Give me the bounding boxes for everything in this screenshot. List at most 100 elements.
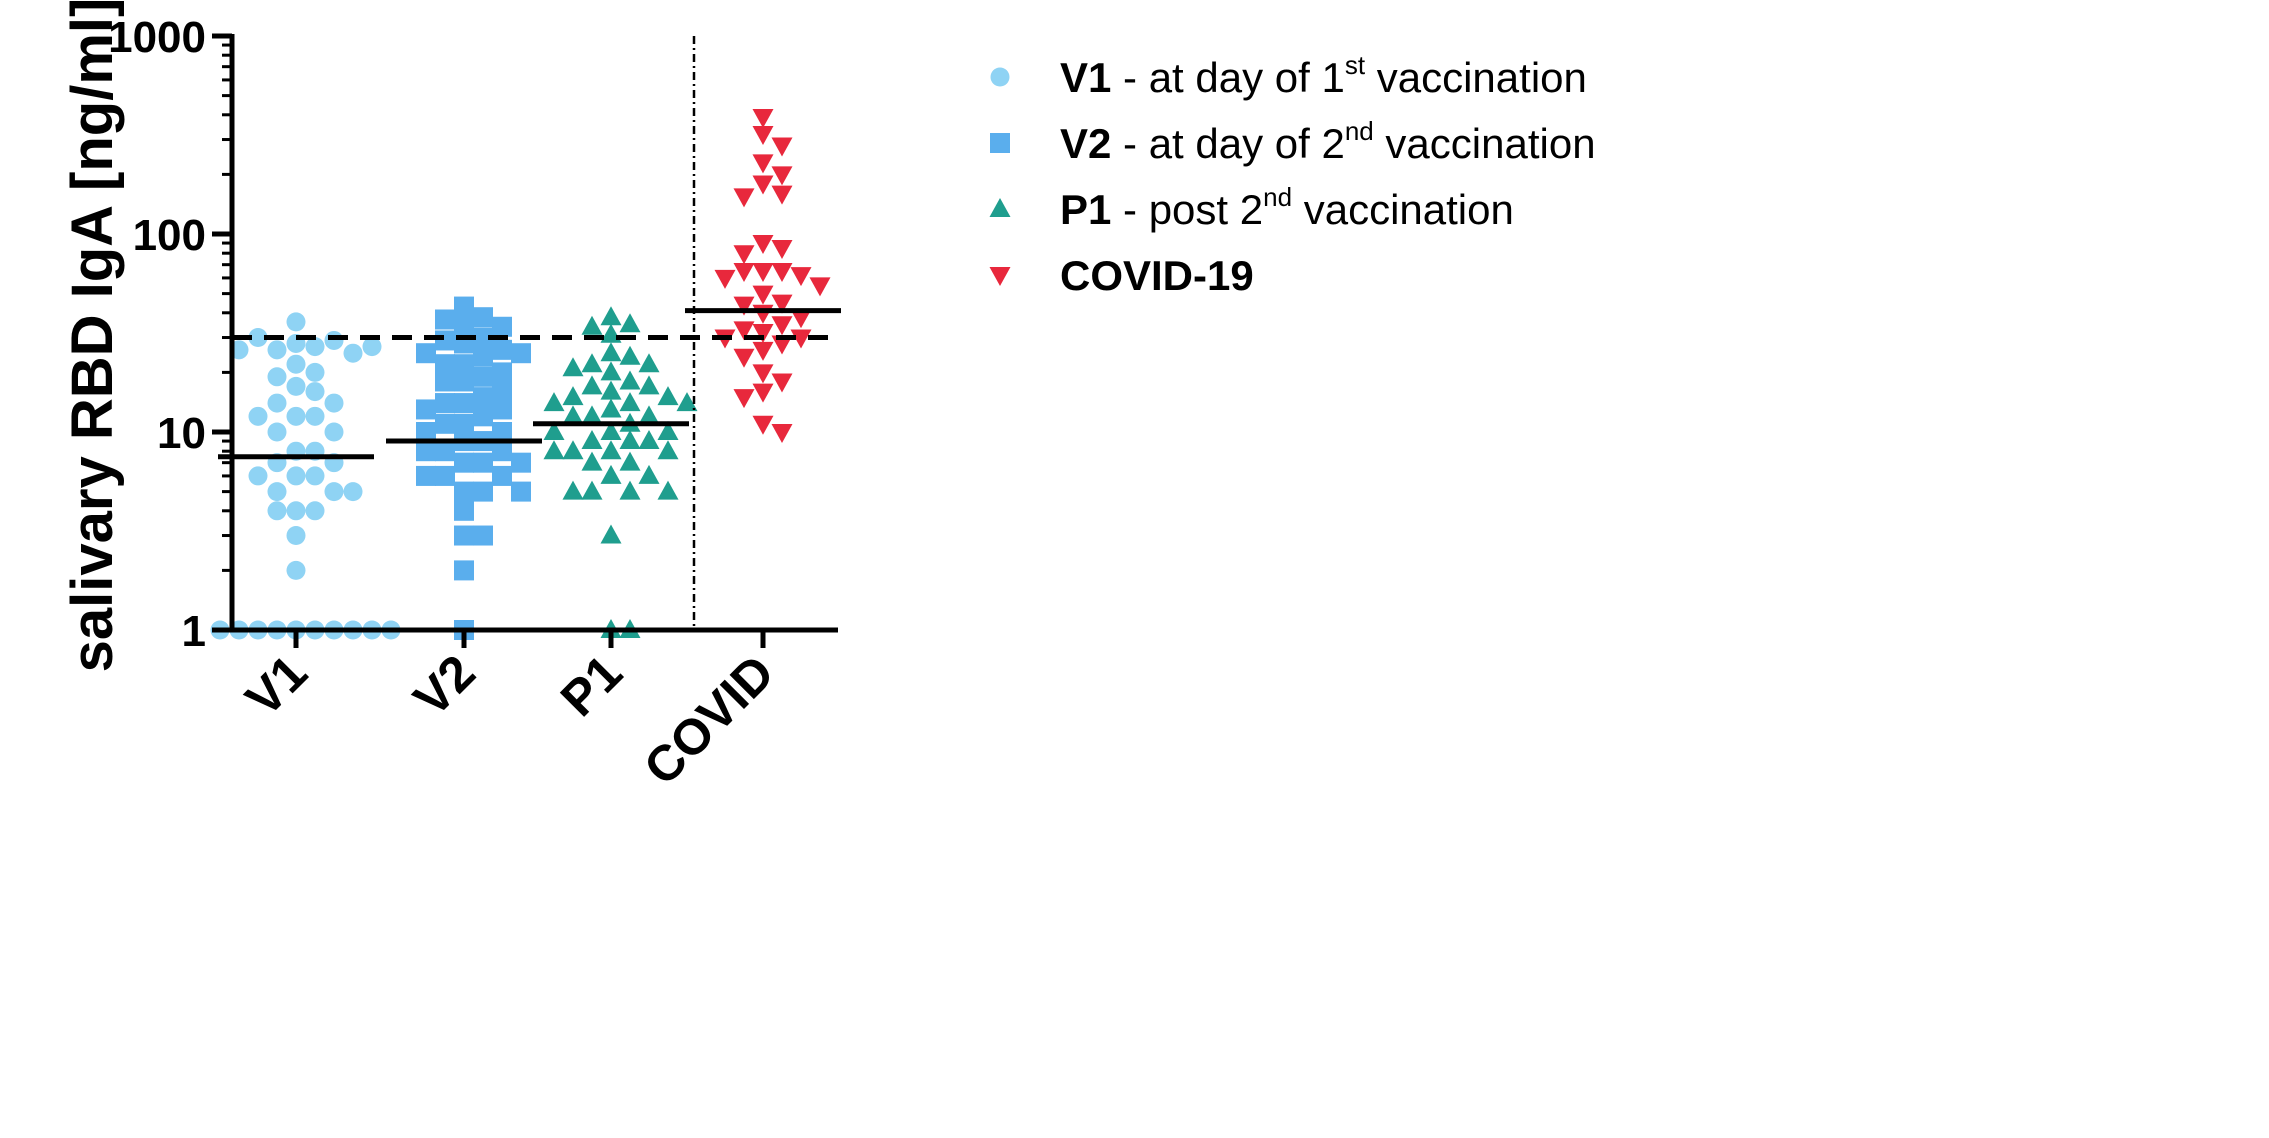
- data-point-v2: [454, 560, 474, 581]
- legend-item: P1 - post 2nd vaccination: [989, 182, 1514, 233]
- x-tick-label-covid: COVID: [633, 644, 785, 796]
- data-point-v2: [435, 330, 455, 351]
- data-point-covid: [790, 267, 812, 287]
- data-point-v1: [305, 466, 325, 486]
- data-point-p1: [543, 392, 565, 412]
- data-point-v2: [492, 381, 512, 402]
- data-point-v1: [286, 501, 306, 521]
- data-point-p1: [657, 386, 679, 406]
- data-point-p1: [600, 464, 622, 484]
- legend-marker-triangle-up: [989, 198, 1011, 217]
- data-point-v2: [435, 309, 455, 330]
- data-point-v1: [267, 393, 287, 413]
- data-point-v2: [416, 399, 436, 420]
- data-point-v1: [267, 482, 287, 502]
- data-point-p1: [638, 430, 660, 450]
- data-point-p1: [600, 361, 622, 381]
- data-point-v1: [305, 406, 325, 426]
- data-point-covid: [752, 175, 774, 195]
- data-point-covid: [752, 415, 774, 435]
- data-point-v1: [248, 406, 268, 426]
- data-point-covid: [733, 245, 755, 265]
- data-point-v2: [435, 441, 455, 462]
- y-tick-label: 100: [133, 211, 206, 260]
- data-point-covid: [714, 269, 736, 289]
- data-point-p1: [600, 306, 622, 326]
- data-point-p1: [657, 480, 679, 500]
- data-point-v2: [492, 465, 512, 486]
- data-point-covid: [752, 304, 774, 324]
- legend-item: V1 - at day of 1st vaccination: [990, 50, 1587, 101]
- legend-item: COVID-19: [989, 252, 1254, 299]
- data-point-covid: [733, 348, 755, 368]
- data-point-v2: [435, 393, 455, 414]
- data-point-v1: [362, 337, 382, 357]
- data-point-v2: [435, 465, 455, 486]
- data-point-v2: [473, 525, 493, 546]
- data-point-v2: [511, 452, 531, 473]
- data-point-v1: [343, 343, 363, 363]
- legend-label: V2 - at day of 2nd vaccination: [1060, 116, 1596, 167]
- legend-marker-triangle-down: [989, 267, 1011, 286]
- data-point-p1: [619, 313, 641, 333]
- legend-marker-circle: [990, 67, 1010, 87]
- data-point-v1: [267, 340, 287, 360]
- data-point-v2: [473, 481, 493, 502]
- data-point-v2: [416, 343, 436, 364]
- y-tick-label: 10: [157, 409, 206, 458]
- data-point-v1: [286, 354, 306, 374]
- data-point-p1: [581, 405, 603, 425]
- data-point-v2: [511, 481, 531, 502]
- data-point-v2: [435, 371, 455, 392]
- data-point-v2: [416, 441, 436, 462]
- data-point-covid: [771, 373, 793, 393]
- data-point-p1: [638, 353, 660, 373]
- data-point-covid: [752, 235, 774, 255]
- legend: V1 - at day of 1st vaccination V2 - at da…: [989, 50, 1596, 299]
- legend-label: COVID-19: [1060, 252, 1254, 299]
- data-point-p1: [562, 440, 584, 460]
- data-point-v2: [454, 500, 474, 521]
- data-point-v1: [324, 330, 344, 350]
- data-point-v2: [473, 327, 493, 348]
- data-point-p1: [581, 353, 603, 373]
- data-point-covid: [790, 329, 812, 349]
- y-tick-label: 1000: [108, 13, 206, 62]
- data-point-covid: [752, 125, 774, 145]
- data-point-v1: [305, 382, 325, 402]
- data-point-covid: [752, 263, 774, 283]
- data-point-v2: [492, 316, 512, 337]
- data-point-v2: [454, 481, 474, 502]
- data-point-v2: [454, 296, 474, 317]
- data-point-v2: [454, 413, 474, 434]
- data-point-v2: [511, 343, 531, 364]
- data-point-v2: [492, 399, 512, 420]
- data-point-p1: [619, 480, 641, 500]
- data-point-v1: [343, 482, 363, 502]
- data-point-v1: [286, 406, 306, 426]
- data-point-covid: [733, 188, 755, 208]
- plot-area: [210, 36, 841, 640]
- data-point-v1: [324, 482, 344, 502]
- data-point-v1: [324, 393, 344, 413]
- data-point-v2: [416, 465, 436, 486]
- data-point-p1: [619, 370, 641, 390]
- data-point-v2: [454, 371, 474, 392]
- data-point-v1: [286, 312, 306, 332]
- data-point-covid: [771, 239, 793, 259]
- data-point-p1: [600, 524, 622, 544]
- data-point-p1: [619, 345, 641, 365]
- data-point-v1: [286, 526, 306, 546]
- x-tick-label-p1: P1: [550, 644, 633, 727]
- data-point-v1: [305, 501, 325, 521]
- data-point-covid: [771, 166, 793, 186]
- x-tick-label-v2: V2: [403, 644, 486, 727]
- data-point-v1: [267, 367, 287, 387]
- data-point-p1: [562, 357, 584, 377]
- data-point-covid: [733, 321, 755, 341]
- data-point-v1: [286, 560, 306, 580]
- data-point-v2: [435, 354, 455, 375]
- data-point-covid: [752, 108, 774, 128]
